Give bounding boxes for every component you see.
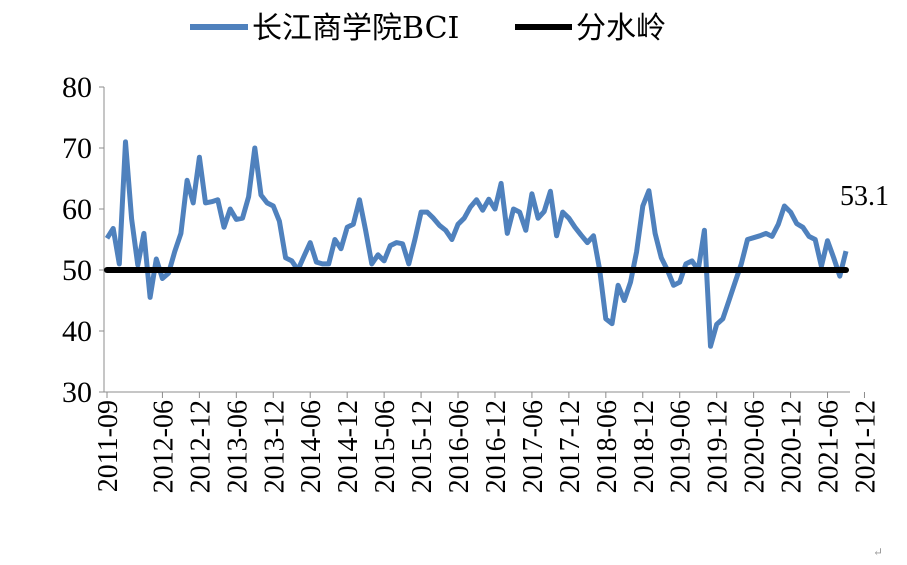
x-tick-label: 2019-06 xyxy=(666,400,697,493)
x-tick-label: 2015-06 xyxy=(370,400,401,493)
y-tick-label: 70 xyxy=(62,132,92,165)
x-tick-label: 2019-12 xyxy=(703,400,734,493)
x-tick-label: 2016-06 xyxy=(444,400,475,493)
x-tick-label: 2012-06 xyxy=(148,400,179,493)
last-value-annotation: 53.1 xyxy=(840,181,889,212)
y-tick-label: 40 xyxy=(62,315,92,348)
x-tick-label: 2021-12 xyxy=(850,400,881,493)
x-tick-label: 2018-06 xyxy=(592,400,623,493)
x-tick-label: 2017-12 xyxy=(555,400,586,493)
x-tick-label: 2015-12 xyxy=(407,400,438,493)
x-tick-label: 2013-12 xyxy=(259,400,290,493)
x-tick-label: 2020-06 xyxy=(740,400,771,493)
y-tick-label: 80 xyxy=(62,71,92,104)
paragraph-mark: ↵ xyxy=(873,545,883,559)
legend-label-watershed: 分水岭 xyxy=(576,11,666,46)
x-tick-label: 2012-12 xyxy=(185,400,216,493)
x-tick-label: 2020-12 xyxy=(777,400,808,493)
x-axis-ticks: 2011-09 2012-06 2012-12 2013-06 2013-12 2014-… xyxy=(93,392,881,493)
y-tick-label: 50 xyxy=(62,254,92,287)
legend-label-bci: 长江商学院BCI xyxy=(252,11,459,46)
x-tick-label: 2011-09 xyxy=(93,400,124,492)
y-tick-label: 60 xyxy=(62,193,92,226)
x-tick-label: 2021-06 xyxy=(814,400,845,493)
x-tick-label: 2014-12 xyxy=(333,400,364,493)
series-layer xyxy=(104,139,849,349)
series-line-bci xyxy=(104,139,849,349)
y-axis-ticks: 30 40 50 60 70 80 xyxy=(62,71,104,409)
x-tick-label: 2016-12 xyxy=(481,400,512,493)
x-tick-label: 2013-06 xyxy=(222,400,253,493)
legend: 长江商学院BCI 分水岭 xyxy=(190,11,666,46)
y-tick-label: 30 xyxy=(62,376,92,409)
x-tick-label: 2018-12 xyxy=(629,400,660,493)
x-tick-label: 2017-06 xyxy=(518,400,549,493)
x-tick-label: 2014-06 xyxy=(296,400,327,493)
